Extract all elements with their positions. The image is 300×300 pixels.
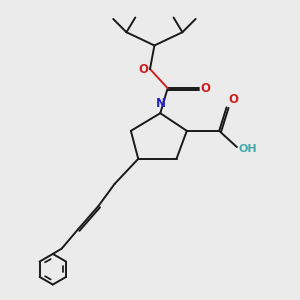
Text: O: O (228, 93, 238, 106)
Text: O: O (201, 82, 211, 95)
Text: N: N (156, 97, 166, 110)
Text: O: O (138, 62, 148, 76)
Text: OH: OH (239, 143, 257, 154)
